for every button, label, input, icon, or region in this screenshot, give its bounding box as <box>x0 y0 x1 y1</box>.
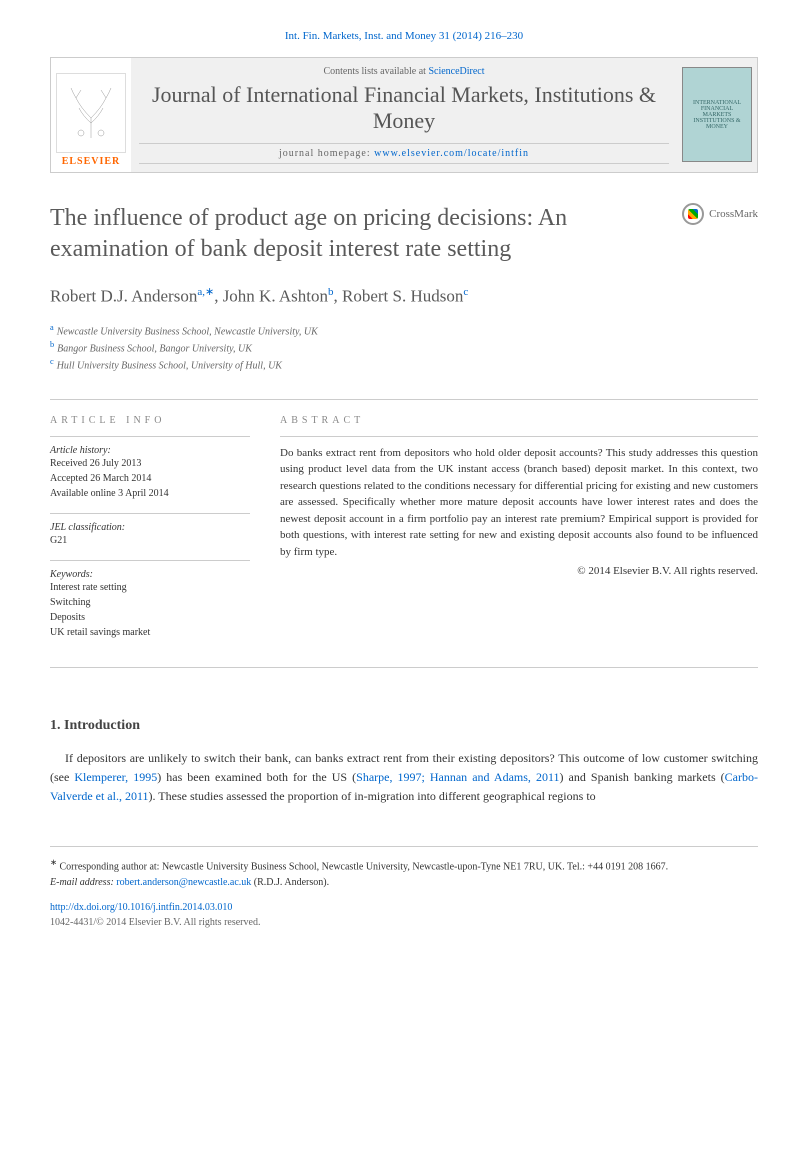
homepage-line: journal homepage: www.elsevier.com/locat… <box>139 143 669 164</box>
journal-banner: ELSEVIER Contents lists available at Sci… <box>50 57 758 173</box>
author-1: Robert D.J. Anderson <box>50 287 197 306</box>
corr-text: Corresponding author at: Newcastle Unive… <box>59 862 668 873</box>
email-link[interactable]: robert.anderson@newcastle.ac.uk <box>116 877 251 888</box>
history-label: Article history: <box>50 445 250 456</box>
email-suffix: (R.D.J. Anderson). <box>254 877 329 888</box>
kw-3: Deposits <box>50 610 250 625</box>
contents-line: Contents lists available at ScienceDirec… <box>323 66 484 77</box>
p1-d: ). These studies assessed the proportion… <box>149 789 596 803</box>
cite-klemperer[interactable]: Klemperer, 1995 <box>74 770 157 784</box>
affiliation-b: Bangor Business School, Bangor Universit… <box>57 343 252 354</box>
crossmark-label: CrossMark <box>709 208 758 220</box>
elsevier-logo[interactable]: ELSEVIER <box>51 58 131 172</box>
available-line: Available online 3 April 2014 <box>50 486 250 501</box>
doi-line: http://dx.doi.org/10.1016/j.intfin.2014.… <box>50 900 758 915</box>
author-1-sup: a,∗ <box>197 286 214 298</box>
copyright-line: © 2014 Elsevier B.V. All rights reserved… <box>280 563 758 580</box>
author-2: John K. Ashton <box>223 287 328 306</box>
journal-title: Journal of International Financial Marke… <box>139 82 669 135</box>
jel-label: JEL classification: <box>50 522 250 533</box>
sciencedirect-link[interactable]: ScienceDirect <box>428 66 484 77</box>
section-1-p1: If depositors are unlikely to switch the… <box>50 749 758 807</box>
elsevier-text: ELSEVIER <box>62 156 121 167</box>
info-abstract-row: ARTICLE INFO Article history: Received 2… <box>50 399 758 668</box>
issn-line: 1042-4431/© 2014 Elsevier B.V. All right… <box>50 915 758 930</box>
elsevier-tree-icon <box>56 73 126 153</box>
corr-marker: ∗ <box>50 858 57 867</box>
crossmark-badge[interactable]: CrossMark <box>682 203 758 225</box>
abstract-text: Do banks extract rent from depositors wh… <box>280 447 758 558</box>
email-label: E-mail address: <box>50 877 114 888</box>
abstract: ABSTRACT Do banks extract rent from depo… <box>280 415 758 652</box>
article-info: ARTICLE INFO Article history: Received 2… <box>50 415 250 652</box>
accepted-line: Accepted 26 March 2014 <box>50 471 250 486</box>
kw-4: UK retail savings market <box>50 625 250 640</box>
article-info-heading: ARTICLE INFO <box>50 415 250 426</box>
affiliation-c: Hull University Business School, Univers… <box>57 361 282 372</box>
homepage-prefix: journal homepage: <box>279 148 374 159</box>
title-block: The influence of product age on pricing … <box>50 203 758 265</box>
cite-sharpe[interactable]: Sharpe, 1997; Hannan and Adams, 2011 <box>356 770 559 784</box>
contents-prefix: Contents lists available at <box>323 66 428 77</box>
journal-cover: INTERNATIONAL FINANCIAL MARKETS INSTITUT… <box>677 58 757 172</box>
homepage-link[interactable]: www.elsevier.com/locate/intfin <box>374 148 529 159</box>
kw-2: Switching <box>50 595 250 610</box>
section-1-heading: 1. Introduction <box>50 718 758 734</box>
header-citation: Int. Fin. Markets, Inst. and Money 31 (2… <box>50 30 758 42</box>
p1-b: ) has been examined both for the US ( <box>157 770 356 784</box>
email-line: E-mail address: robert.anderson@newcastl… <box>50 875 758 890</box>
crossmark-icon <box>682 203 704 225</box>
doi-link[interactable]: http://dx.doi.org/10.1016/j.intfin.2014.… <box>50 902 232 913</box>
jel-code: G21 <box>50 533 250 548</box>
cover-thumbnail: INTERNATIONAL FINANCIAL MARKETS INSTITUT… <box>682 67 752 162</box>
article-title: The influence of product age on pricing … <box>50 203 610 265</box>
footnotes: ∗ Corresponding author at: Newcastle Uni… <box>50 846 758 929</box>
corresponding-author: ∗ Corresponding author at: Newcastle Uni… <box>50 857 758 874</box>
journal-center: Contents lists available at ScienceDirec… <box>131 58 677 172</box>
affiliations: aNewcastle University Business School, N… <box>50 322 758 374</box>
p1-c: ) and Spanish banking markets ( <box>560 770 725 784</box>
author-3: Robert S. Hudson <box>342 287 463 306</box>
received-line: Received 26 July 2013 <box>50 456 250 471</box>
author-3-sup: c <box>463 286 468 298</box>
authors-line: Robert D.J. Andersona,∗, John K. Ashtonb… <box>50 285 758 307</box>
author-2-sup: b <box>328 286 334 298</box>
kw-1: Interest rate setting <box>50 580 250 595</box>
keywords-label: Keywords: <box>50 569 250 580</box>
affiliation-a: Newcastle University Business School, Ne… <box>57 326 318 337</box>
abstract-heading: ABSTRACT <box>280 415 758 426</box>
